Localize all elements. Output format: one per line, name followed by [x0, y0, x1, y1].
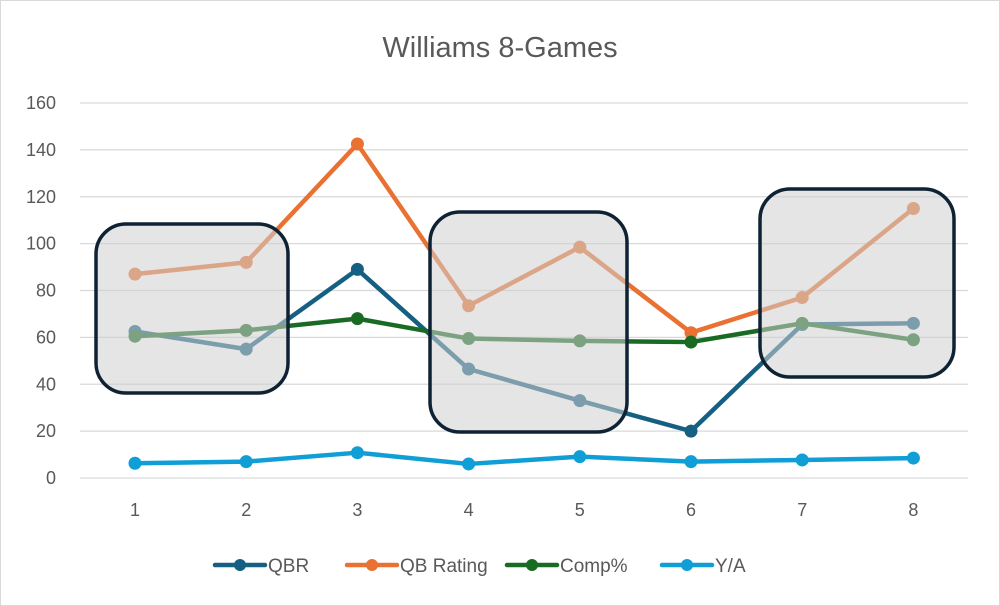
y-tick-label: 140 [26, 140, 56, 160]
data-point [906, 451, 920, 465]
highlight-box [428, 210, 629, 434]
x-tick-label: 7 [797, 500, 807, 520]
data-point [239, 455, 253, 469]
legend-label: Y/A [715, 556, 746, 577]
data-point [795, 453, 809, 467]
data-point [684, 424, 698, 438]
y-tick-label: 120 [26, 187, 56, 207]
data-point [350, 262, 364, 276]
data-point [462, 457, 476, 471]
x-tick-label: 4 [464, 500, 474, 520]
series-line [134, 450, 914, 467]
x-tick-label: 2 [241, 500, 251, 520]
data-point [684, 335, 698, 349]
legend-item: QB Rating [344, 556, 488, 577]
legend-swatch-marker [366, 559, 378, 571]
highlight-box [94, 222, 290, 395]
x-tick-label: 8 [908, 500, 918, 520]
chart-title: Williams 8-Games [382, 32, 617, 64]
data-point [573, 450, 587, 464]
data-point [684, 455, 698, 469]
legend-swatch-marker [526, 559, 538, 571]
data-point [350, 312, 364, 326]
data-point [350, 446, 364, 460]
y-tick-label: 60 [36, 327, 56, 347]
highlight-boxes [94, 187, 956, 434]
y-tick-label: 160 [26, 93, 56, 113]
legend-item: QBR [212, 556, 309, 577]
x-tick-label: 6 [686, 500, 696, 520]
y-tick-label: 100 [26, 234, 56, 254]
y-axis-ticks: 0 20 40 60 80 100 120 140 160 [26, 93, 56, 488]
data-point [684, 326, 698, 340]
legend-swatch-marker [234, 559, 246, 571]
data-point [128, 456, 142, 470]
series-y-a [128, 446, 920, 471]
legend-swatch-marker [681, 559, 693, 571]
data-point [350, 137, 364, 151]
y-tick-label: 80 [36, 281, 56, 301]
legend-label: QBR [268, 556, 309, 577]
legend-label: QB Rating [400, 556, 488, 577]
y-tick-label: 0 [46, 468, 56, 488]
y-tick-label: 20 [36, 421, 56, 441]
legend-item: Y/A [659, 556, 746, 577]
x-tick-label: 5 [575, 500, 585, 520]
legend: QBR QB Rating Comp% Y/A [212, 556, 746, 577]
highlight-box [758, 187, 956, 379]
x-axis-ticks: 1 2 3 4 5 6 7 8 [130, 500, 918, 520]
x-tick-label: 1 [130, 500, 140, 520]
y-tick-label: 40 [36, 374, 56, 394]
legend-item: Comp% [504, 556, 628, 577]
x-tick-label: 3 [352, 500, 362, 520]
legend-label: Comp% [560, 556, 628, 577]
